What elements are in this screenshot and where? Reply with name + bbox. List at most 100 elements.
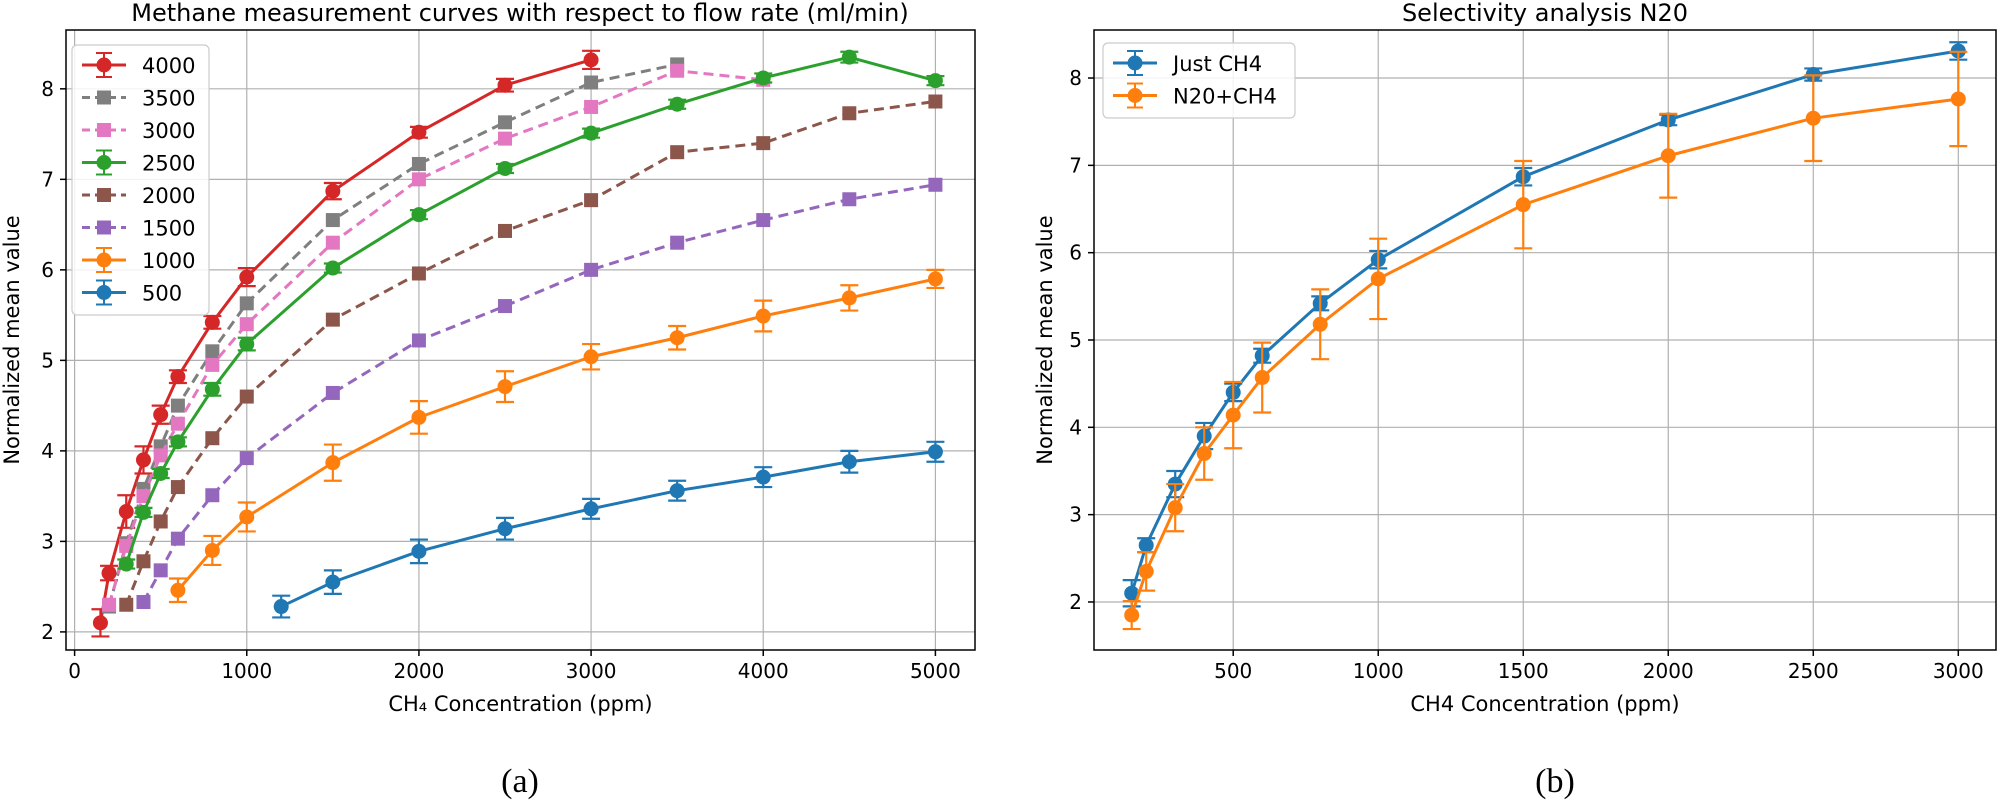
chart-b-data-point: [1138, 563, 1154, 579]
chart-a-data-point: [498, 131, 513, 146]
chart-a-data-point: [583, 52, 599, 68]
chart-b-series-line-0: [1130, 49, 1959, 594]
chart-a-legend-marker-3: [96, 155, 112, 170]
chart-a-data-point: [170, 480, 185, 495]
chart-a-data-point: [583, 349, 599, 365]
chart-b-y-tick-label: 6: [1069, 241, 1082, 265]
chart-a-x-tick-label: 2000: [393, 659, 444, 683]
chart-a-data-point: [411, 172, 426, 187]
chart-a-legend-marker-4: [97, 188, 111, 202]
chart-b-data-point: [1124, 607, 1140, 623]
chart-a-data-point: [136, 489, 151, 504]
chart-a-data-point: [411, 333, 426, 348]
chart-a-data-point: [239, 451, 254, 466]
chart-a-data-point: [205, 357, 220, 372]
chart-a-data-point: [584, 99, 599, 114]
chart-a-data-point: [670, 63, 685, 78]
chart-a-data-point: [927, 73, 943, 89]
chart-a-series-3000: [102, 63, 771, 612]
chart-b-data-point: [1225, 407, 1241, 423]
chart-a-data-point: [755, 469, 771, 485]
chart-a-data-point: [411, 207, 427, 223]
chart-a-data-point: [325, 183, 341, 199]
chart-a-data-point: [755, 70, 771, 86]
chart-b-y-tick-label: 4: [1069, 415, 1082, 439]
chart-a-data-point: [204, 381, 220, 397]
chart-b-y-tick-label: 3: [1069, 503, 1082, 527]
chart-a-data-point: [927, 271, 943, 287]
chart-b-data-point: [1167, 500, 1183, 516]
chart-a-legend-marker-5: [97, 220, 111, 235]
chart-a-y-tick-label: 3: [41, 529, 54, 553]
chart-a-y-tick-label: 8: [41, 77, 54, 101]
chart-a-data-point: [584, 75, 599, 90]
chart-a-data-point: [239, 269, 255, 285]
chart-a-data-point: [670, 145, 685, 160]
chart-b-data-point: [1515, 197, 1531, 213]
chart-a-series-line-3: [124, 55, 936, 565]
chart-a-data-point: [170, 398, 185, 413]
chart-a-data-point: [583, 501, 599, 517]
chart-a-data-point: [205, 431, 220, 446]
chart-a-data-point: [841, 290, 857, 306]
chart-b-data-point: [1254, 370, 1270, 386]
chart-a-y-axis-label: Normalized mean value: [0, 215, 24, 464]
chart-a-legend-marker-1: [97, 90, 111, 105]
chart-a-data-point: [841, 49, 857, 65]
chart-a-caption: (a): [501, 763, 539, 800]
chart-a-data-point: [928, 177, 943, 192]
chart-a-data-point: [325, 213, 340, 228]
chart-a-data-point: [842, 106, 857, 121]
chart-a-data-point: [136, 554, 151, 569]
chart-a-plot-frame: [65, 29, 976, 651]
chart-a-data-point: [755, 308, 771, 324]
chart-b-x-tick-label: 1000: [1353, 659, 1404, 683]
chart-a-data-point: [170, 416, 185, 431]
chart-a-data-point: [170, 582, 186, 598]
chart-a-data-point: [498, 115, 513, 130]
chart-a-legend-label-0: 4000: [142, 54, 195, 78]
chart-a-data-point: [927, 444, 943, 460]
chart-a-data-point: [204, 542, 220, 558]
chart-b-x-tick-label: 2000: [1643, 659, 1694, 683]
chart-a-x-tick-label: 4000: [738, 659, 789, 683]
chart-a-data-point: [239, 317, 254, 332]
chart-a-data-point: [239, 336, 255, 352]
chart-a-x-tick-label: 1000: [221, 659, 272, 683]
chart-a-legend: 4000 3500 3000 2500 2000 1500 1000 500: [71, 44, 210, 316]
chart-b-x-tick-label: 500: [1214, 659, 1252, 683]
chart-a-data-point: [170, 369, 186, 385]
chart-b-series-Just-CH4: [1122, 41, 1968, 608]
chart-a-series-2000: [119, 94, 943, 612]
chart-b-x-tick-label: 2500: [1788, 659, 1839, 683]
chart-a-data-point: [101, 565, 117, 581]
chart-a-legend-label-4: 2000: [142, 184, 195, 208]
chart-b-series-N20-CH4: [1122, 50, 1968, 631]
chart-panel-a: 0 1000 2000 3000 4000 5000 2 3 4 5 6 7 8 Methane meas…: [0, 0, 976, 800]
chart-a-data-point: [411, 124, 427, 140]
chart-b-legend-marker-1: [1127, 88, 1143, 103]
chart-b-data-point: [1312, 316, 1328, 332]
chart-b-legend-marker-0: [1127, 55, 1143, 71]
chart-a-data-point: [170, 531, 185, 546]
chart-panel-b: 500 1000 1500 2000 2500 3000 2 3 4 5 6 7 8 Selectivit…: [1033, 0, 1997, 800]
chart-a-data-point: [411, 543, 427, 559]
chart-b-x-tick-label: 3000: [1933, 659, 1984, 683]
chart-a-data-point: [239, 389, 254, 404]
chart-a-data-point: [669, 330, 685, 346]
chart-a-y-tick-label: 6: [41, 258, 54, 282]
chart-a-data-point: [756, 136, 771, 151]
chart-a-data-point: [102, 597, 117, 612]
chart-a-x-axis-label: CH₄ Concentration (ppm): [388, 692, 652, 716]
chart-a-data-point: [756, 213, 771, 228]
chart-a-legend-label-3: 2500: [142, 152, 195, 176]
chart-a-data-point: [669, 483, 685, 499]
chart-a-data-point: [118, 556, 134, 572]
chart-a-data-point: [119, 597, 134, 612]
chart-a-legend-label-2: 3000: [142, 119, 195, 143]
chart-a-data-point: [411, 156, 426, 171]
chart-b-data-point: [1138, 537, 1154, 553]
chart-a-data-point: [497, 160, 513, 176]
chart-a-data-point: [204, 314, 220, 330]
